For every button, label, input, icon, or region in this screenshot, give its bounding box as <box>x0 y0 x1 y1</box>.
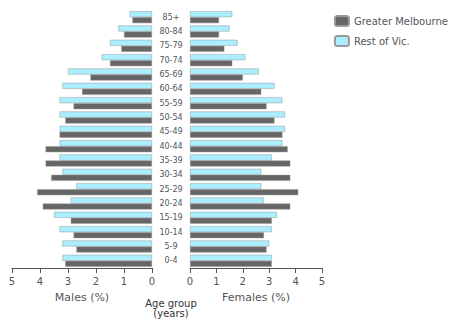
svg-text:4: 4 <box>292 276 298 287</box>
svg-text:80-84: 80-84 <box>159 27 182 36</box>
svg-text:1: 1 <box>213 276 219 287</box>
svg-text:3: 3 <box>266 276 272 287</box>
svg-text:20-24: 20-24 <box>159 199 182 208</box>
svg-text:5: 5 <box>9 276 15 287</box>
svg-text:Greater Melbourne: Greater Melbourne <box>354 16 448 27</box>
svg-text:75-79: 75-79 <box>159 41 182 50</box>
svg-text:40-44: 40-44 <box>159 142 182 151</box>
svg-text:85+: 85+ <box>163 13 180 22</box>
svg-text:45-49: 45-49 <box>159 127 182 136</box>
svg-text:3: 3 <box>65 276 71 287</box>
svg-text:60-64: 60-64 <box>159 84 182 93</box>
svg-text:2: 2 <box>93 276 99 287</box>
svg-text:Rest of Vic.: Rest of Vic. <box>354 36 410 47</box>
svg-text:1: 1 <box>121 276 127 287</box>
svg-text:55-59: 55-59 <box>159 99 182 108</box>
svg-text:(years): (years) <box>153 308 188 319</box>
svg-text:25-29: 25-29 <box>159 185 182 194</box>
svg-text:0: 0 <box>149 276 155 287</box>
svg-text:0: 0 <box>187 276 193 287</box>
svg-text:Age group: Age group <box>145 297 197 309</box>
svg-text:0-4: 0-4 <box>164 256 177 265</box>
svg-text:10-14: 10-14 <box>159 228 182 237</box>
svg-text:4: 4 <box>37 276 43 287</box>
svg-text:Females (%): Females (%) <box>222 291 290 304</box>
svg-text:65-69: 65-69 <box>159 70 182 79</box>
svg-text:30-34: 30-34 <box>159 170 182 179</box>
svg-text:5-9: 5-9 <box>164 242 177 251</box>
svg-text:70-74: 70-74 <box>159 56 182 65</box>
svg-text:15-19: 15-19 <box>159 213 182 222</box>
svg-text:5: 5 <box>319 276 325 287</box>
svg-text:35-39: 35-39 <box>159 156 182 165</box>
svg-text:2: 2 <box>240 276 246 287</box>
svg-text:Males (%): Males (%) <box>55 291 109 304</box>
svg-text:50-54: 50-54 <box>159 113 182 122</box>
